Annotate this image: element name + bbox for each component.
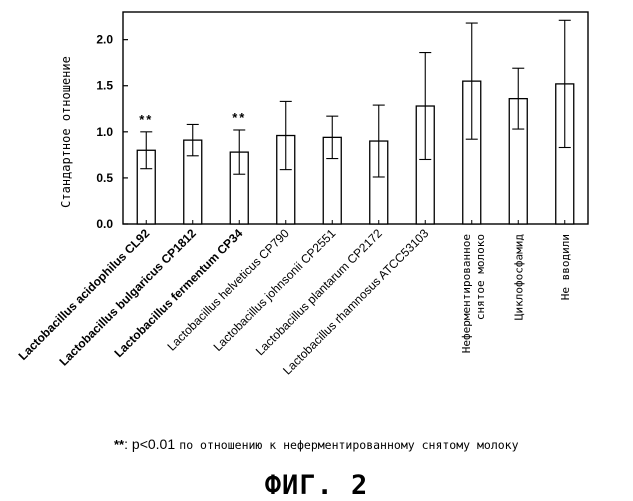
significance-marker: ** [139,112,153,127]
significance-marker: ** [232,110,246,125]
y-tick-label: 1.5 [96,79,113,93]
x-category-label: Не вводили [559,234,572,300]
footnote-mark: ** [114,437,124,452]
footnote: **: p<0.01 по отношению к неферментирова… [114,436,519,453]
y-tick-label: 1.0 [96,125,113,139]
x-category-label: Циклофосфамид [512,234,525,320]
y-tick-label: 0.5 [96,171,113,185]
footnote-text: по отношению к неферментированному снято… [179,438,518,452]
y-tick-label: 2.0 [96,33,113,47]
y-axis-label: Стандартное отношение [59,56,73,208]
footnote-pvalue: : p<0.01 [124,436,175,452]
y-tick-label: 0.0 [96,217,113,231]
figure-label: ФИГ. 2 [0,470,633,501]
x-category-label: Неферментированноеснятое молоко [460,234,487,353]
bar-chart: 0.00.51.01.52.0Стандартное отношение**La… [0,0,633,440]
